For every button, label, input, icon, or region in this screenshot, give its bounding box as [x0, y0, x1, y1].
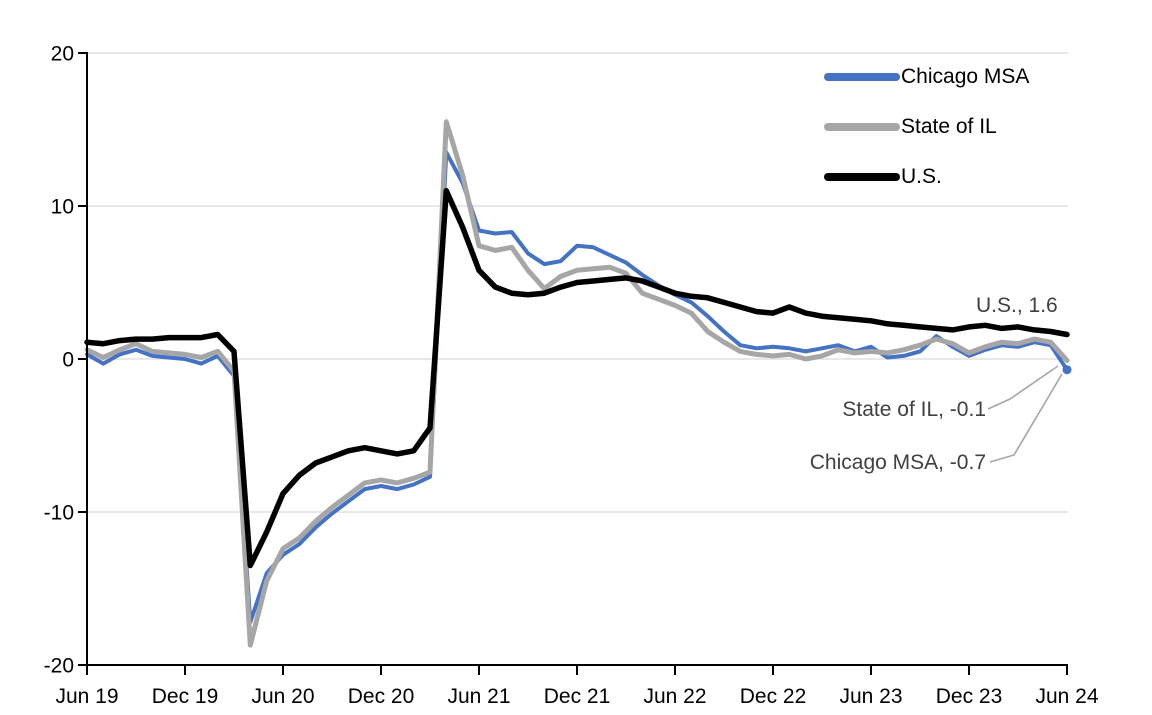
annotation-us-last-value: U.S., 1.6 — [976, 294, 1058, 317]
x-axis-tick-label: Jun 20 — [251, 685, 314, 708]
series-line-u-s — [84, 187, 1070, 569]
legend-swatch-state-of-il — [824, 123, 900, 131]
leader-line-state-of-il — [987, 365, 1059, 410]
legend-item-state-of-il: State of IL — [824, 102, 1029, 152]
x-axis-tick-label: Jun 24 — [1035, 685, 1098, 708]
x-axis-tick-label: Jun 19 — [55, 685, 118, 708]
x-axis-tick-label: Jun 22 — [643, 685, 706, 708]
legend-label-chicago-msa: Chicago MSA — [901, 65, 1030, 88]
annotation-il-last-value: State of IL, -0.1 — [842, 398, 986, 421]
x-axis-tick-label: Dec 21 — [544, 685, 611, 708]
legend-item-chicago-msa: Chicago MSA — [824, 52, 1029, 102]
x-axis-tick-label: Jun 23 — [839, 685, 902, 708]
legend-label-us: U.S. — [901, 165, 942, 188]
annotation-chicago-last-value: Chicago MSA, -0.7 — [809, 451, 986, 474]
legend: Chicago MSA State of IL U.S. — [824, 52, 1029, 202]
y-axis-tick-label: 10 — [51, 196, 74, 219]
legend-swatch-chicago-msa — [824, 73, 900, 81]
leader-line-chicago-msa — [989, 373, 1063, 463]
y-axis-tick-label: 20 — [51, 43, 74, 66]
series-end-marker-chicago-msa — [1062, 365, 1072, 375]
legend-item-us: U.S. — [824, 152, 1029, 202]
y-axis-tick-label: -10 — [44, 502, 74, 525]
legend-label-state-of-il: State of IL — [901, 115, 997, 138]
series-line-state-of-il — [84, 119, 1070, 648]
x-axis-tick-label: Dec 22 — [740, 685, 807, 708]
x-axis-tick-label: Jun 21 — [447, 685, 510, 708]
y-axis-tick-label: 0 — [62, 349, 74, 372]
x-axis-tick-label: Dec 19 — [152, 685, 219, 708]
y-axis-tick-label: -20 — [44, 655, 74, 678]
legend-swatch-us — [824, 173, 900, 181]
x-axis-tick-label: Dec 20 — [348, 685, 415, 708]
x-axis-tick-label: Dec 23 — [936, 685, 1003, 708]
